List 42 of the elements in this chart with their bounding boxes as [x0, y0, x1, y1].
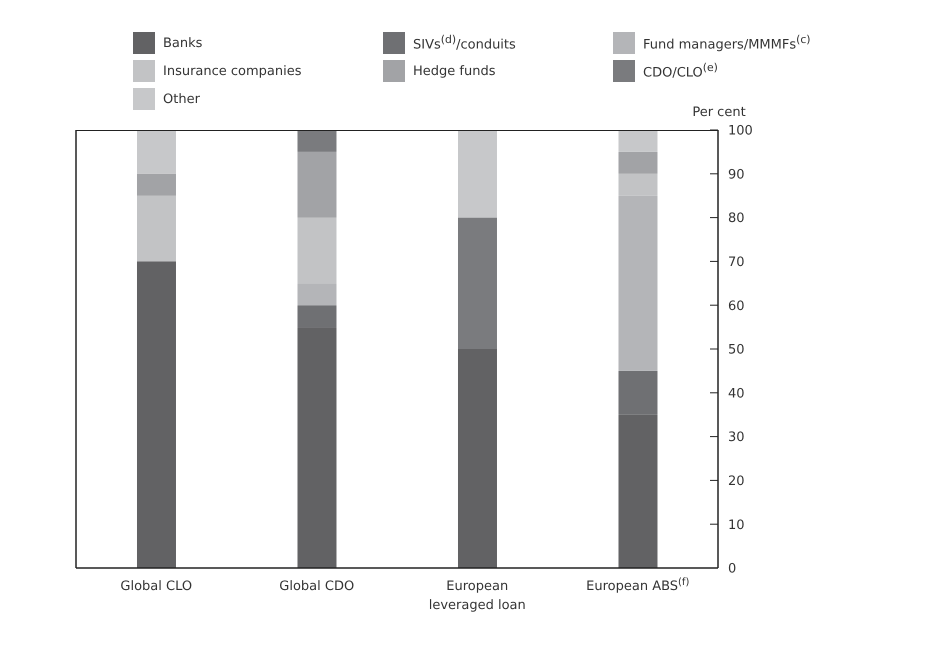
bar: [458, 130, 497, 218]
y-tick-label: 40: [728, 386, 745, 402]
bar: [618, 196, 658, 371]
bar: [136, 174, 176, 196]
y-axis-title: Per cent: [692, 105, 746, 120]
bar: [618, 414, 658, 568]
bar: [618, 130, 658, 152]
legend-label: CDO/CLO$^{(e)}$: [643, 61, 718, 81]
bar: [136, 196, 176, 262]
bar: [297, 218, 336, 284]
bar: [618, 174, 658, 196]
bar: [297, 327, 336, 568]
y-tick-label: 0: [728, 562, 736, 577]
bar: [458, 349, 497, 568]
legend-label: Insurance companies: [163, 64, 302, 78]
bar: [136, 130, 176, 174]
legend-label: Hedge funds: [413, 64, 496, 78]
y-tick-label: 60: [728, 298, 745, 314]
bar: [618, 370, 658, 415]
y-tick-label: 70: [728, 255, 745, 270]
y-tick-label: 100: [728, 124, 753, 139]
y-tick-label: 10: [728, 518, 745, 533]
y-tick-label: 80: [728, 211, 745, 226]
y-tick-label: 50: [728, 342, 745, 358]
x-tick-label: European ABS$^{(f)}$: [586, 576, 690, 594]
bar: [618, 152, 658, 174]
bar: [136, 261, 176, 568]
x-tick-label: Global CDO: [279, 579, 354, 594]
bar: [458, 218, 497, 349]
legend-label: Other: [163, 92, 200, 106]
legend-label: Fund managers/MMMFs$^{(c)}$: [643, 33, 811, 53]
legend-label: Banks: [163, 36, 202, 50]
bar: [297, 152, 336, 218]
y-tick-label: 30: [728, 430, 745, 446]
bar: [297, 130, 336, 152]
y-tick-label: 90: [728, 167, 745, 182]
bar: [297, 283, 336, 306]
legend-label: SIVs$^{(d)}$/conduits: [413, 33, 516, 53]
x-tick-label: European leveraged loan: [428, 579, 526, 613]
bar: [297, 305, 336, 328]
x-tick-label: Global CLO: [120, 579, 192, 594]
y-tick-label: 20: [728, 474, 745, 490]
